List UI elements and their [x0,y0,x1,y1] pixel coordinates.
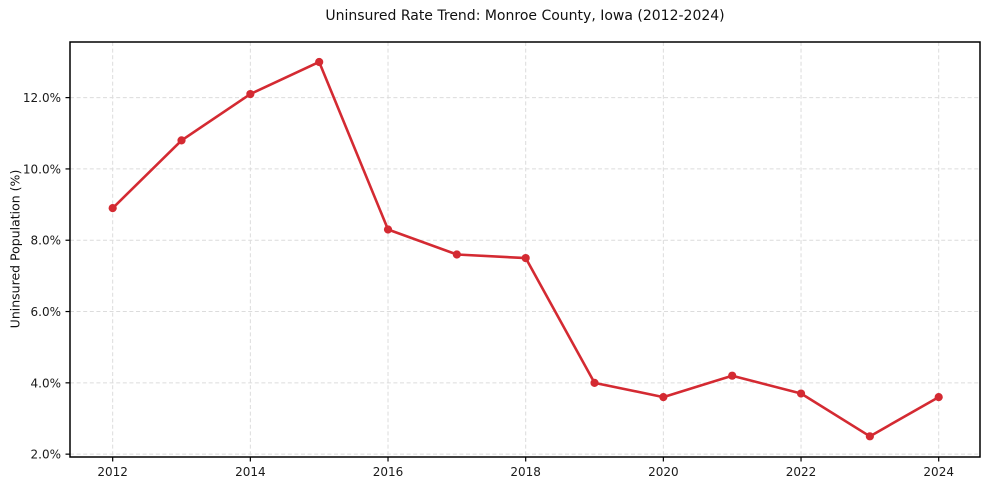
data-point-marker [934,393,943,402]
x-tick-label: 2024 [923,465,954,479]
x-tick-label: 2022 [786,465,817,479]
x-tick-label: 2014 [235,465,266,479]
x-tick-label: 2020 [648,465,679,479]
x-tick-label: 2012 [97,465,128,479]
data-point-marker [383,225,393,234]
y-tick-label: 6.0% [31,305,62,319]
data-point-marker [315,57,324,67]
chart-title: Uninsured Rate Trend: Monroe County, Iow… [325,8,725,24]
y-tick-label: 8.0% [31,234,62,248]
data-point-marker [521,253,530,263]
y-tick-label: 10.0% [23,162,61,176]
data-point-marker [659,393,668,402]
x-tick-label: 2018 [510,465,541,479]
data-point-marker [590,378,599,387]
data-point-marker [728,371,737,380]
data-point-marker [246,89,255,99]
y-tick-label: 4.0% [31,376,62,390]
x-tick-label: 2016 [373,465,404,479]
data-point-marker [177,136,186,145]
data-point-marker [108,204,117,213]
y-tick-label: 12.0% [23,91,61,105]
data-point-marker [452,250,461,259]
data-point-marker [865,432,874,441]
data-point-marker [796,389,806,398]
y-tick-label: 2.0% [31,448,62,462]
plot-border [69,41,981,458]
